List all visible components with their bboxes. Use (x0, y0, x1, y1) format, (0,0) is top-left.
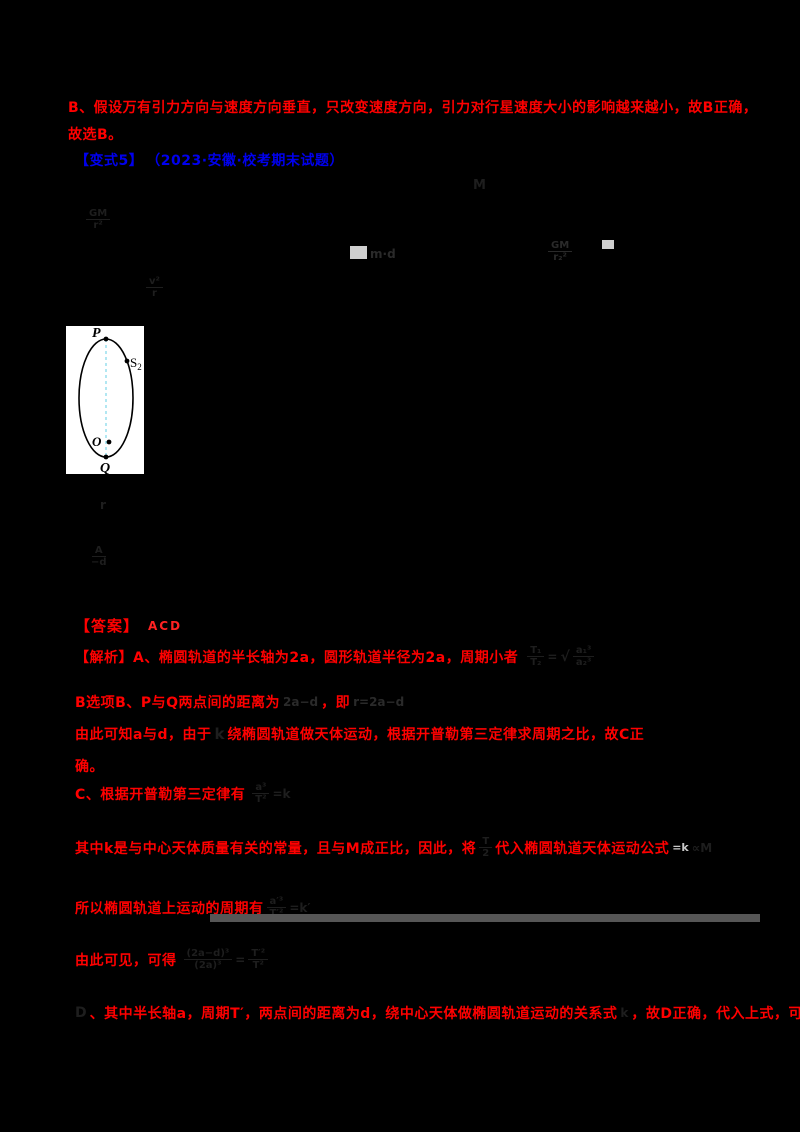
kepler-fraction: a³ T² (252, 782, 270, 805)
orbit-diagram: P S2 O Q (66, 326, 144, 476)
point-q-dot (103, 454, 109, 460)
solution-line-g: 由此可见，可得 (2a−d)³ (2a)³ = T′² T² (75, 948, 269, 971)
solution-line-d-eq: =k (272, 786, 291, 801)
faint-fraction-4: A −d (88, 545, 110, 568)
ratio-right-den: T² (252, 960, 264, 971)
faint-fraction-3-num: v² (146, 276, 163, 288)
point-p-label: P (92, 326, 101, 341)
solution-line-b-text-2: ，即 (321, 695, 351, 711)
radical-sign: √ (560, 648, 570, 665)
light-artifact-patch-2 (602, 240, 614, 249)
half-period-fraction: T 2 (479, 836, 493, 859)
solution-line-a-eq: = (547, 649, 558, 664)
answer-value: ACD (148, 618, 183, 633)
solution-line-b-frag-2: r=2a−d (353, 695, 405, 709)
frac-t-num: T₁ (527, 645, 545, 657)
solution-line-d-text: C、根据开普勒第三定律有 (75, 786, 246, 803)
frac-a-num: a₁³ (572, 645, 595, 657)
solution-line-e-text-2: 代入椭圆轨道天体运动公式 (495, 840, 670, 857)
solution-line-b-frag-1: 2a−d (283, 695, 319, 709)
point-s2-label-main: S (130, 355, 137, 370)
light-artifact-patch-1 (350, 246, 367, 259)
solution-line-c: 由此可知a与d，由于 k 绕椭圆轨道做天体运动，根据开普勒第三定律求周期之比，故… (75, 724, 644, 744)
solution-line-a-text: 【解析】A、椭圆轨道的半长轴为2a，圆形轨道半径为2a，周期小者 (75, 649, 519, 666)
orbit-ellipse (78, 338, 134, 458)
solution-line-f: 所以椭圆轨道上运动的周期有 a′³ T′² =k′ (75, 896, 311, 919)
ellipse-period-num: a′³ (266, 896, 287, 908)
solution-line-a: 【解析】A、椭圆轨道的半长轴为2a，圆形轨道半径为2a，周期小者 T₁ T₂ =… (75, 645, 595, 668)
faint-md-text: m·d (370, 247, 396, 261)
solution-line-c-text-2: 绕椭圆轨道做天体运动，根据开普勒第三定律求周期之比，故C正 (227, 727, 645, 743)
faint-fraction-1-num: GM (86, 208, 111, 220)
answer-line: 【答案】 ACD (75, 615, 182, 636)
frac-t-den: T₂ (530, 657, 542, 668)
ratio-right-num: T′² (248, 948, 269, 960)
faint-fraction-2-num: GM (548, 240, 573, 252)
point-q-label: Q (100, 461, 110, 474)
point-p-dot (103, 336, 109, 342)
point-o-dot (106, 439, 112, 445)
kepler-fraction-num: a³ (252, 782, 270, 794)
problem-line-2: 故选B。 (68, 127, 123, 143)
ratio-fraction-right: T′² T² (248, 948, 269, 971)
solution-line-h-frag-2: k (620, 1006, 629, 1020)
solution-line-c-frag: k (214, 725, 225, 743)
point-s2-label-sub: 2 (137, 362, 142, 372)
solution-line-h-text-2: ，故D正确，代入上式，可求出 (631, 1006, 800, 1022)
faint-fraction-1-den: r² (93, 220, 103, 231)
solution-line-g-text: 由此可见，可得 (75, 952, 177, 969)
half-period-num: T (479, 836, 493, 848)
problem-line-1: B、假设万有引力方向与速度方向垂直，只改变速度方向，引力对行星速度大小的影响越来… (68, 100, 758, 116)
answer-label: 【答案】 (75, 617, 140, 635)
faint-r-symbol: r (100, 498, 106, 512)
solution-line-h-frag-1: D (75, 1005, 87, 1021)
citation-source: （2023·安徽·校考期末试题） (146, 153, 344, 169)
faint-fraction-4-den: −d (91, 557, 107, 568)
solution-line-c-text-1: 由此可知a与d，由于 (75, 727, 212, 743)
solution-line-g-eq: = (235, 952, 246, 967)
solution-line-b-text-1: B选项B、P与Q两点间的距离为 (75, 695, 281, 711)
point-o-label: O (92, 434, 102, 449)
solution-line-f-text: 所以椭圆轨道上运动的周期有 (75, 900, 264, 917)
half-period-den: 2 (482, 848, 490, 859)
solution-line-d: C、根据开普勒第三定律有 a³ T² =k (75, 782, 291, 805)
point-s2-dot (124, 358, 130, 364)
gray-highlight-band (210, 914, 760, 922)
ellipse-period-den: T′² (267, 908, 287, 919)
citation-line: 【变式5】 （2023·安徽·校考期末试题） (75, 150, 344, 170)
solution-line-a-frac-t: T₁ T₂ (527, 645, 545, 668)
ellipse-period-fraction: a′³ T′² (266, 896, 287, 919)
solution-line-c2: 确。 (75, 759, 104, 775)
frac-a-den: a₂³ (575, 657, 592, 668)
orbit-diagram-svg: P S2 O Q (78, 326, 142, 476)
faint-mass-symbol: M (473, 178, 486, 193)
solution-line-h: D 、其中半长轴a，周期T′，两点间的距离为d，绕中心天体做椭圆轨道运动的关系式… (75, 1003, 800, 1023)
solution-line-e-text-1: 其中k是与中心天体质量有关的常量，且与M成正比，因此，将 (75, 840, 477, 857)
solution-line-e-light-frag: =k (672, 841, 689, 854)
solution-line-b: B选项B、P与Q两点间的距离为 2a−d ，即 r=2a−d (75, 692, 404, 712)
solution-line-e: 其中k是与中心天体质量有关的常量，且与M成正比，因此，将 T 2 代入椭圆轨道天… (75, 836, 712, 859)
faint-fraction-4-num: A (91, 545, 106, 557)
faint-fraction-1: GM r² (86, 208, 111, 231)
ratio-left-num: (2a−d)³ (183, 948, 233, 960)
ratio-fraction-left: (2a−d)³ (2a)³ (183, 948, 233, 971)
solution-line-a-frac-a: a₁³ a₂³ (572, 645, 595, 668)
faint-fraction-3-den: r (151, 288, 157, 299)
faint-fraction-2: GM r₂² (548, 240, 573, 263)
faint-fraction-2-den: r₂² (553, 252, 567, 263)
kepler-fraction-den: T² (255, 794, 267, 805)
solution-line-e-frag: ∝M (691, 840, 713, 855)
solution-line-h-text-1: 、其中半长轴a，周期T′，两点间的距离为d，绕中心天体做椭圆轨道运动的关系式 (89, 1006, 618, 1022)
ratio-left-den: (2a)³ (194, 960, 222, 971)
solution-line-f-eq: =k′ (289, 900, 311, 915)
point-s2-label: S2 (130, 355, 142, 372)
citation-tag: 【变式5】 (75, 153, 144, 169)
faint-fraction-3: v² r (146, 276, 163, 299)
